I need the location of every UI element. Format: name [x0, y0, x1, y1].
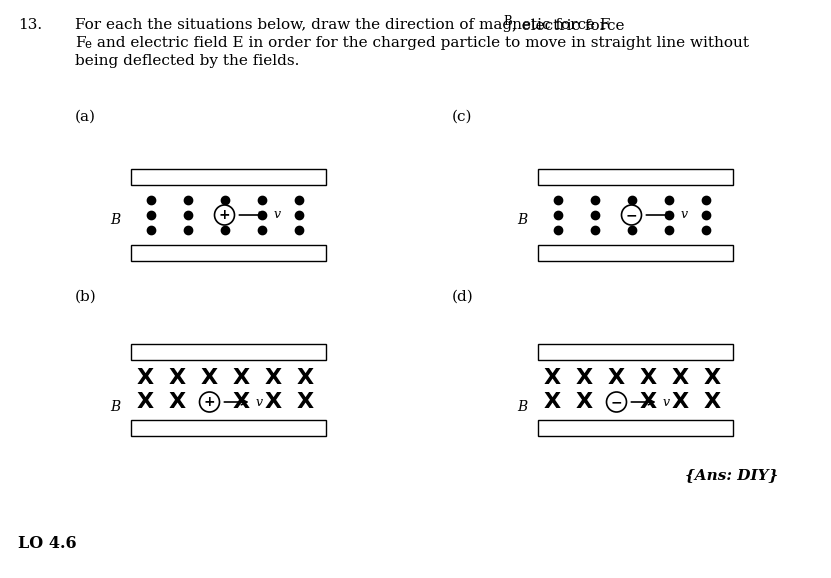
Text: X: X — [576, 392, 593, 412]
Text: X: X — [640, 368, 657, 388]
Text: B: B — [503, 15, 512, 28]
Text: X: X — [233, 392, 250, 412]
Text: v: v — [681, 209, 687, 221]
Text: (b): (b) — [75, 290, 96, 304]
Text: X: X — [544, 392, 561, 412]
Circle shape — [607, 392, 627, 412]
Circle shape — [622, 205, 642, 225]
Text: B: B — [111, 213, 120, 227]
Text: {Ans: DIY}: {Ans: DIY} — [685, 468, 779, 482]
Text: X: X — [704, 368, 721, 388]
Text: X: X — [704, 392, 721, 412]
Text: v: v — [662, 395, 670, 409]
Text: For each the situations below, draw the direction of magnetic force F: For each the situations below, draw the … — [75, 18, 611, 32]
Text: (d): (d) — [452, 290, 474, 304]
Text: +: + — [204, 395, 215, 409]
Text: X: X — [297, 392, 314, 412]
Text: −: − — [626, 208, 637, 222]
Text: X: X — [672, 368, 689, 388]
Text: 13.: 13. — [18, 18, 42, 32]
Text: F: F — [75, 36, 86, 50]
Bar — [130, 245, 326, 261]
Text: X: X — [137, 392, 154, 412]
Text: X: X — [201, 368, 218, 388]
Text: −: − — [611, 395, 622, 409]
Text: LO 4.6: LO 4.6 — [18, 535, 76, 552]
Bar — [130, 169, 326, 185]
Text: v: v — [273, 209, 281, 221]
Bar — [538, 344, 732, 360]
Bar — [130, 420, 326, 436]
Text: X: X — [265, 392, 282, 412]
Bar — [538, 245, 732, 261]
Text: and electric field E in order for the charged particle to move in straight line : and electric field E in order for the ch… — [92, 36, 749, 50]
Text: X: X — [640, 392, 657, 412]
Text: (a): (a) — [75, 110, 96, 124]
Text: X: X — [608, 368, 625, 388]
Text: e: e — [84, 38, 91, 51]
Text: X: X — [297, 368, 314, 388]
Text: v: v — [255, 395, 263, 409]
Text: (c): (c) — [452, 110, 473, 124]
Text: X: X — [672, 392, 689, 412]
Bar — [130, 344, 326, 360]
Text: B: B — [111, 400, 120, 414]
Text: X: X — [576, 368, 593, 388]
Text: X: X — [544, 368, 561, 388]
Bar — [538, 420, 732, 436]
Text: , electric force: , electric force — [512, 18, 625, 32]
Bar — [538, 169, 732, 185]
Text: X: X — [169, 368, 186, 388]
Text: +: + — [219, 208, 230, 222]
Circle shape — [199, 392, 219, 412]
Text: X: X — [169, 392, 186, 412]
Text: X: X — [233, 368, 250, 388]
Text: X: X — [137, 368, 154, 388]
Text: being deflected by the fields.: being deflected by the fields. — [75, 54, 299, 68]
Text: X: X — [265, 368, 282, 388]
Circle shape — [214, 205, 234, 225]
Text: B: B — [518, 400, 528, 414]
Text: B: B — [518, 213, 528, 227]
